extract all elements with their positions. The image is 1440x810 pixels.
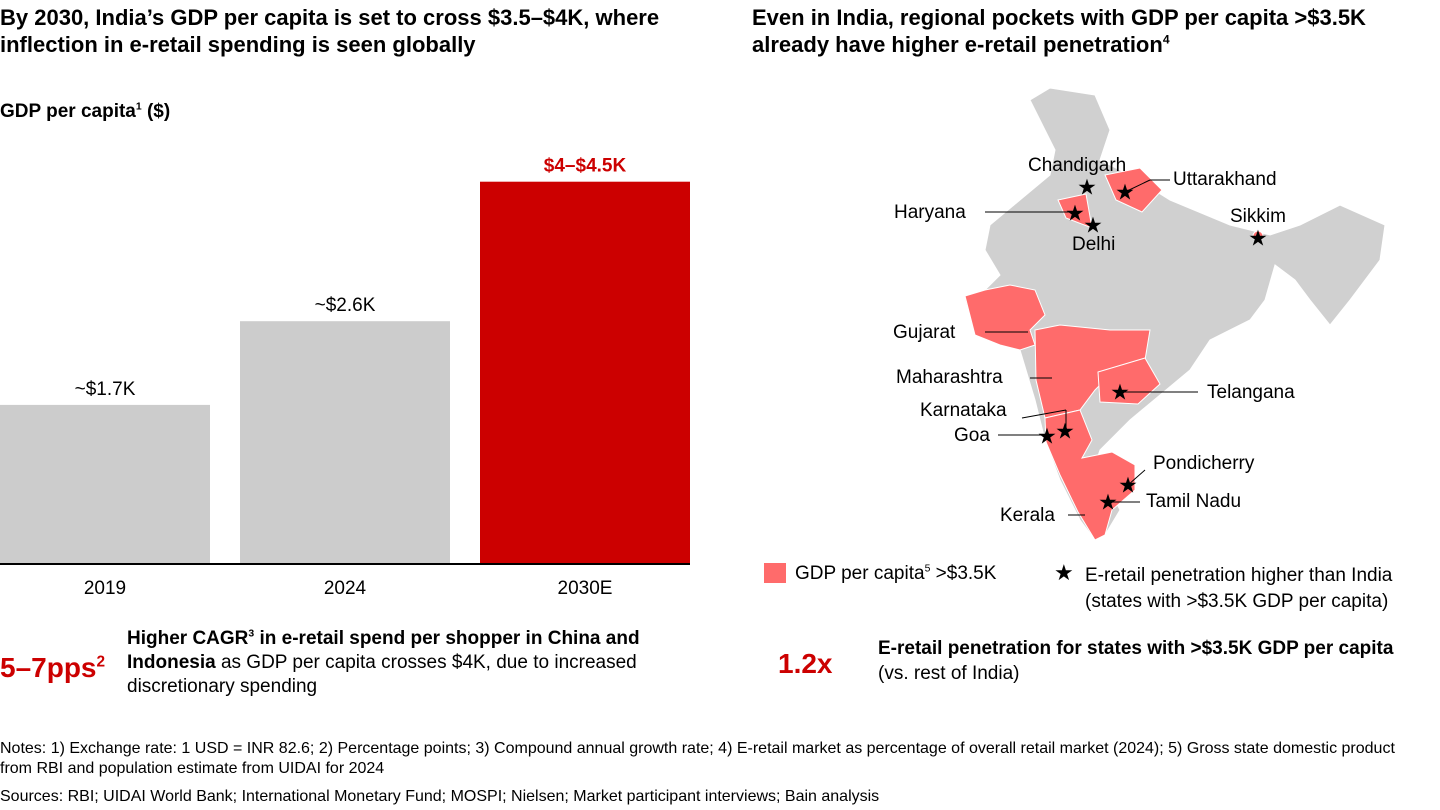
label-gujarat: Gujarat [893,322,956,343]
callout-value: 5–7pps [0,652,97,683]
subtitle-unit: ($) [141,101,171,122]
data-label: ~$1.7K [75,379,136,400]
legend-star-icon: ★ [1054,560,1074,585]
region-uttarakhand [1104,167,1163,213]
callout-bold: in e-retail spend per shopper in China a… [127,628,640,673]
label-haryana: Haryana [894,202,966,223]
bar-chart: ~$1.7K 2019 ~$2.6K 2024 $4–$4.5K 2030E [0,156,690,599]
x-tick-label: 2024 [324,578,367,599]
label-uttarakhand: Uttarakhand [1173,169,1277,190]
footnotes: Notes: 1) Exchange rate: 1 USD = INR 82.… [0,740,1395,777]
legend-star: E-retail penetration higher than India (s… [1085,563,1392,615]
sources: Sources: RBI; UIDAI World Bank; Internat… [0,788,880,805]
right-title: Even in India, regional pockets with GDP… [752,4,1432,58]
label-karnataka: Karnataka [920,400,1007,421]
footnote-ref: 1 [135,101,142,113]
subtitle-text: GDP per capita [0,101,136,122]
legend-text: >$3.5K [930,563,997,584]
star-icon: ★ [1115,180,1135,205]
label-sikkim: Sikkim [1230,206,1286,227]
region-sikkim [1252,230,1264,242]
bar-2019 [0,404,210,563]
label-delhi: Delhi [1072,234,1116,255]
star-icon: ★ [1055,419,1075,444]
india-map: ★ ★ ★ ★ ★ ★ ★ ★ ★ ★ [964,87,1386,541]
footnote-ref: 4 [1162,32,1170,47]
star-icon: ★ [1083,213,1103,238]
legend-text: E-retail penetration higher than India [1085,565,1393,586]
star-icon: ★ [1098,490,1118,515]
star-icon: ★ [1110,380,1130,405]
chart-subtitle: GDP per capita1 ($) [0,101,170,123]
footnote-ref: 3 [248,628,255,640]
legend-text: (states with >$3.5K GDP per capita) [1085,591,1389,612]
label-pondicherry: Pondicherry [1153,453,1255,474]
penetration-callout-value: 1.2x [778,648,833,679]
region-gujarat [964,284,1046,351]
cagr-callout-text: Higher CAGR3 in e-retail spend per shopp… [127,627,687,699]
label-goa: Goa [954,425,990,446]
star-icon: ★ [1065,201,1085,226]
title-text: Even in India, regional pockets with GDP… [752,5,1366,57]
x-tick-label: 2019 [84,578,126,599]
label-telangana: Telangana [1207,382,1295,403]
star-icon: ★ [1077,175,1097,200]
leader-lines [985,179,1198,516]
footnote-ref: 5 [924,563,931,575]
data-label: ~$2.6K [315,295,376,316]
footnote-ref: 2 [96,653,106,671]
callout-rest: (vs. rest of India) [878,663,1020,684]
label-kerala: Kerala [1000,505,1055,526]
callout-bold: Higher CAGR [127,628,249,649]
region-south [1044,409,1136,541]
callout-rest: as GDP per capita crosses $4K, due to in… [127,652,637,697]
bar-2024 [240,321,450,563]
left-title: By 2030, India’s GDP per capita is set t… [0,5,660,57]
callout-bold: E-retail penetration for states with >$3… [878,638,1394,659]
legend-gdp: GDP per capita5 >$3.5K [795,563,996,585]
penetration-callout-text: E-retail penetration for states with >$3… [878,636,1423,686]
legend-swatch [764,563,786,583]
star-icon: ★ [1118,473,1138,498]
label-chandigarh: Chandigarh [1028,155,1127,176]
data-label: $4–$4.5K [544,156,627,177]
star-icon: ★ [1248,226,1268,251]
label-tamil-nadu: Tamil Nadu [1146,491,1242,512]
star-icon: ★ [1037,424,1057,449]
cagr-callout-value: 5–7pps2 [0,652,105,684]
legend-text: GDP per capita [795,563,925,584]
x-tick-label: 2030E [558,578,613,599]
bar-2030E [480,181,690,563]
label-maharashtra: Maharashtra [896,367,1003,388]
